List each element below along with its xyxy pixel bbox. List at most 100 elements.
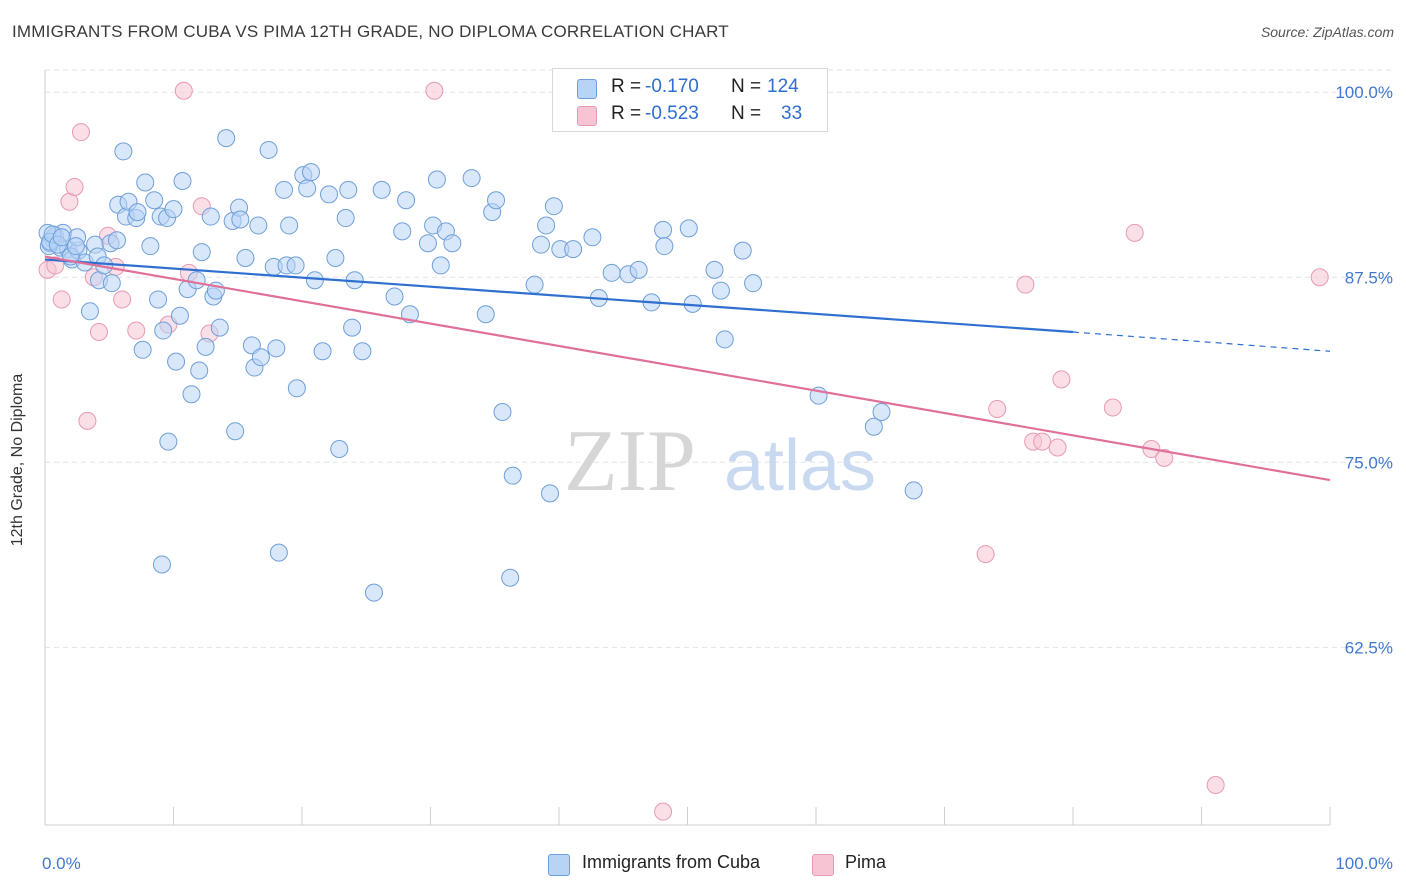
pima-point — [113, 290, 132, 309]
cuba-point — [339, 180, 358, 199]
cuba-point — [190, 361, 209, 380]
bottom-legend-label-pima: Pima — [845, 852, 887, 872]
cuba-point — [532, 235, 551, 254]
cuba-point — [733, 241, 752, 260]
cuba-point — [196, 337, 215, 356]
cuba-point — [192, 243, 211, 262]
cuba-point — [537, 216, 556, 235]
cuba-point — [326, 249, 345, 268]
pima-point — [78, 411, 97, 430]
cuba-point — [187, 271, 206, 290]
watermark: ZIP atlas — [564, 413, 876, 510]
axes — [44, 70, 1331, 826]
cuba-point — [133, 340, 152, 359]
cuba-point — [602, 263, 621, 282]
legend-n-label: N = — [731, 76, 762, 97]
cuba-point — [159, 432, 178, 451]
pima-point — [1052, 370, 1071, 389]
y-tick-label: 75.0% — [1345, 453, 1393, 472]
pima-point — [1155, 448, 1174, 467]
cuba-point — [541, 484, 560, 503]
cuba-point — [167, 352, 186, 371]
grid-lines — [45, 69, 1395, 648]
series-cuba — [38, 80, 923, 602]
pima-point — [1103, 398, 1122, 417]
cuba-point — [141, 237, 160, 256]
pima-point — [127, 321, 146, 340]
pima-point — [654, 802, 673, 821]
cuba-point — [431, 256, 450, 275]
cuba-point — [275, 180, 294, 199]
cuba-point — [904, 481, 923, 500]
cuba-point — [343, 318, 362, 337]
legend-r-label: R = — [611, 76, 642, 97]
cuba-point — [152, 555, 171, 574]
pima-point — [976, 545, 995, 564]
cuba-point — [280, 216, 299, 235]
cuba-point — [52, 228, 71, 247]
legend-n-value: 33 — [781, 103, 803, 124]
cuba-point — [583, 228, 602, 247]
cuba-point — [385, 287, 404, 306]
pima-point — [65, 177, 84, 196]
bottom-legend-swatch-cuba — [548, 854, 570, 876]
cuba-point — [503, 466, 522, 485]
y-tick-label: 62.5% — [1345, 638, 1393, 657]
cuba-point — [149, 290, 168, 309]
cuba-point — [872, 402, 891, 421]
cuba-point — [655, 237, 674, 256]
cuba-point — [217, 129, 236, 148]
pima-point — [1016, 275, 1035, 294]
cuba-point — [319, 185, 338, 204]
cuba-point — [544, 197, 563, 216]
y-tick-label: 87.5% — [1345, 268, 1393, 287]
trend-lines — [44, 255, 1331, 482]
cuba-point — [525, 275, 544, 294]
cuba-point — [418, 234, 437, 253]
bottom-legend-label-cuba: Immigrants from Cuba — [582, 852, 761, 872]
cuba-point — [164, 200, 183, 219]
cuba-point — [372, 180, 391, 199]
pima-point — [1048, 438, 1067, 457]
cuba-point — [364, 583, 383, 602]
cuba-point — [427, 170, 446, 189]
cuba-point — [107, 231, 126, 250]
pima-point — [1310, 268, 1329, 287]
cuba-point — [393, 222, 412, 241]
cuba-point — [462, 169, 481, 188]
cuba-point — [864, 417, 883, 436]
cuba-point — [330, 439, 349, 458]
cuba-point — [231, 210, 250, 229]
x-tick-label: 100.0% — [1335, 854, 1393, 873]
pima-point — [988, 400, 1007, 419]
watermark-atlas: atlas — [724, 426, 876, 506]
pima-point — [89, 323, 108, 342]
bottom-legend-swatch-pima — [812, 854, 834, 876]
cuba-point — [251, 348, 270, 367]
cuba-point — [259, 140, 278, 159]
cuba-point — [397, 191, 416, 210]
cuba-point — [654, 220, 673, 239]
cuba-point — [744, 274, 763, 293]
cuba-point — [128, 203, 147, 222]
pima-point — [1033, 432, 1052, 451]
cuba-point — [286, 256, 305, 275]
cuba-point — [493, 402, 512, 421]
cuba-point — [173, 172, 192, 191]
cuba-point — [136, 173, 155, 192]
cuba-point — [629, 260, 648, 279]
cuba-point — [102, 274, 121, 293]
cuba-point — [226, 422, 245, 441]
cuba-point — [487, 191, 506, 210]
chart-title: IMMIGRANTS FROM CUBA VS PIMA 12TH GRADE,… — [12, 22, 729, 41]
cuba-point — [287, 379, 306, 398]
cuba-point — [249, 216, 268, 235]
cuba-point — [679, 219, 698, 238]
cuba-point — [269, 543, 288, 562]
source-label: Source: ZipAtlas.com — [1260, 24, 1394, 40]
cuba-point — [267, 339, 286, 358]
pima-point — [71, 123, 90, 142]
cuba-point — [66, 237, 85, 256]
cuba-point — [301, 163, 320, 182]
